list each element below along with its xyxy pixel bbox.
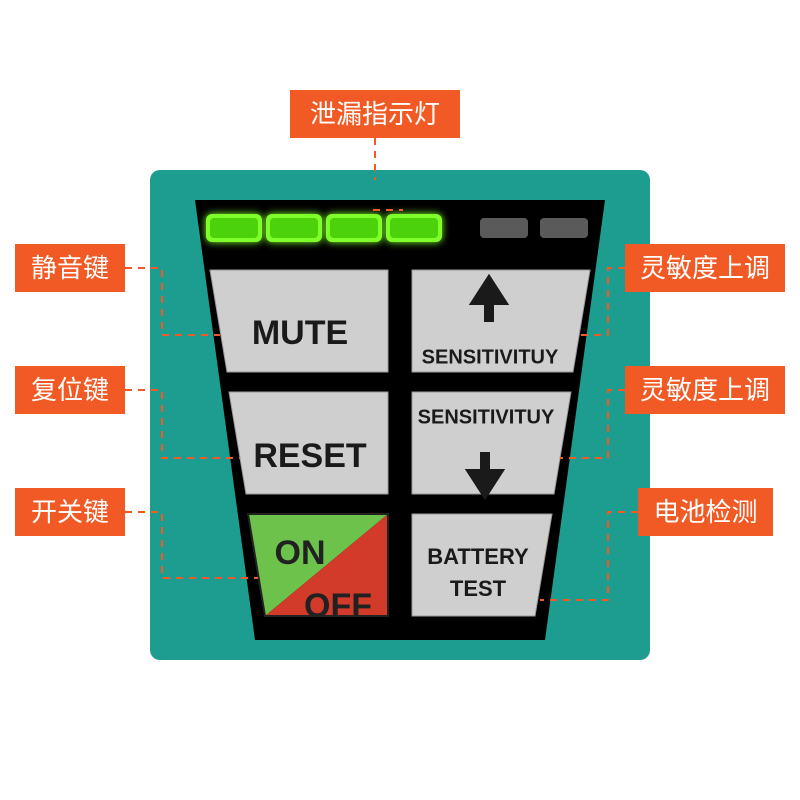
leak-indicator-led [270,218,318,238]
power-on-label: ON [275,534,326,572]
power-off-label: OFF [304,587,372,625]
leak-indicator-led [390,218,438,238]
reset-label: RESET [253,437,367,475]
callout-left-0-text: 静音键 [31,253,109,283]
leak-indicator-led [210,218,258,238]
callout-leak-led-text: 泄漏指示灯 [310,99,440,129]
callout-right-2-text: 电池检测 [653,497,757,527]
callout-left-1-text: 复位键 [31,375,109,405]
leak-indicator-led [480,218,528,238]
callout-left-2-text: 开关键 [31,497,109,527]
sensitivity-up-label: SENSITIVITUY [422,346,559,368]
leak-indicator-led [540,218,588,238]
callout-right-0-text: 灵敏度上调 [640,253,770,283]
mute-label: MUTE [252,314,348,352]
callout-right-1-text: 灵敏度上调 [640,375,770,405]
sensitivity-down-label: SENSITIVITUY [418,406,555,428]
leak-indicator-led [330,218,378,238]
battery-label-2: TEST [450,576,507,601]
battery-label-1: BATTERY [427,544,529,569]
